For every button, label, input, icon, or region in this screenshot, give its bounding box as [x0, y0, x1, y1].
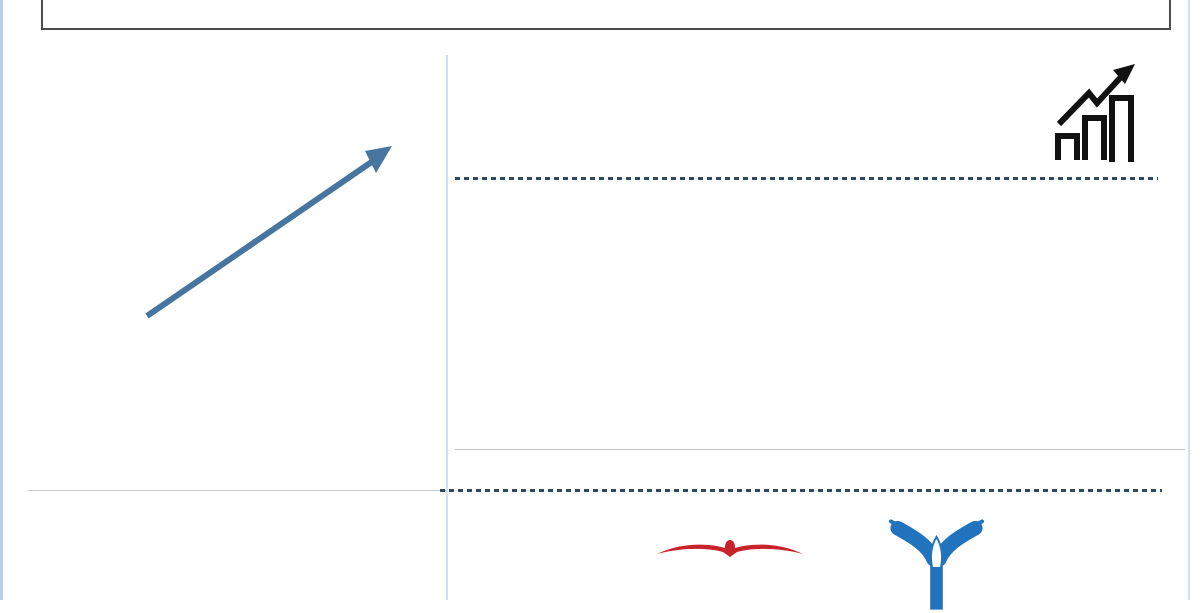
drone-usa-logo [580, 538, 880, 558]
year-axis-labels [0, 497, 450, 515]
page-right-edge [1188, 0, 1190, 600]
dashed-divider-bottom [440, 489, 1162, 492]
page-left-edge [0, 0, 3, 600]
eagle-wings-icon [657, 540, 803, 557]
vertical-section-divider [446, 55, 448, 600]
x-axis-line [455, 449, 1185, 450]
drone-type-bar-chart [455, 248, 1185, 450]
legend-swatch-2032 [835, 227, 848, 240]
vision-aerial-icon [888, 519, 985, 610]
legend-item-2032 [835, 227, 856, 240]
drone-type-legend [455, 227, 1185, 240]
growth-chart-icon [1055, 64, 1135, 162]
title-banner [41, 0, 1171, 30]
x-axis-line [28, 490, 446, 491]
legend-item-2023 [784, 227, 805, 240]
trend-arrow-icon [145, 146, 392, 319]
market-size-bar-chart [0, 150, 450, 491]
dashed-divider-top [455, 177, 1158, 180]
legend-swatch-2023 [784, 227, 797, 240]
